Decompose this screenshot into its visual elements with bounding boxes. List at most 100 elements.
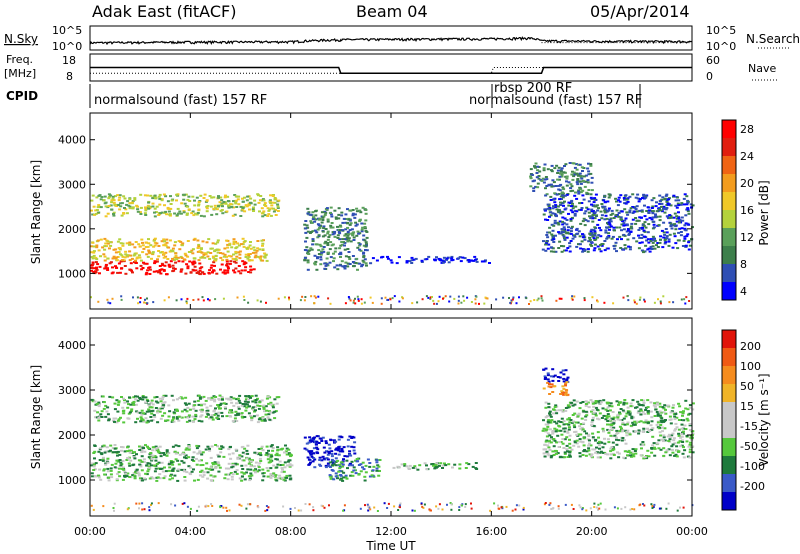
echo-cell [100, 416, 104, 418]
echo-cell [569, 419, 573, 421]
echo-cell [332, 463, 336, 466]
echo-cell [212, 410, 216, 413]
echo-cell [677, 434, 681, 437]
echo-cell [576, 434, 580, 437]
echo-cell [143, 212, 147, 215]
echo-cell [553, 206, 557, 208]
echo-cell [105, 446, 109, 449]
echo-cell [276, 449, 280, 452]
echo-cell [618, 235, 622, 238]
echo-cell [358, 209, 362, 212]
echo-cell [425, 468, 429, 471]
echo-cell [90, 251, 93, 254]
echo-cell [122, 421, 126, 424]
echo-cell [371, 257, 375, 260]
echo-cell [593, 197, 597, 200]
echo-cell [680, 423, 684, 426]
x-tick-label: 00:00 [74, 525, 106, 538]
noise-cell [593, 502, 596, 505]
echo-cell [306, 268, 310, 271]
echo-cell [584, 410, 588, 413]
echo-cell [659, 209, 663, 212]
echo-cell [351, 464, 354, 467]
echo-cell [467, 463, 471, 466]
echo-cell [211, 462, 215, 464]
echo-cell [216, 251, 220, 254]
echo-cell [269, 194, 273, 197]
echo-cell [444, 464, 448, 467]
echo-cell [687, 445, 691, 448]
noise-cell [495, 298, 498, 301]
echo-cell [345, 459, 349, 462]
echo-cell [346, 230, 350, 233]
noise-cell [137, 302, 140, 305]
echo-cell [646, 206, 650, 209]
echo-cell [620, 430, 624, 433]
echo-cell [423, 258, 427, 261]
echo-cell [109, 244, 113, 247]
echo-cell [220, 202, 224, 205]
noise-cell [219, 506, 222, 509]
echo-cell [554, 451, 557, 454]
echo-cell [604, 231, 608, 234]
echo-cell [651, 205, 655, 208]
colorbar-swatch [722, 246, 736, 265]
echo-cell [557, 193, 561, 195]
echo-cell [564, 391, 568, 394]
echo-cell [442, 259, 446, 262]
echo-cell [658, 410, 662, 413]
echo-cell [123, 450, 127, 453]
echo-cell [109, 194, 113, 197]
echo-cell [214, 462, 218, 465]
echo-cell [269, 476, 273, 479]
echo-cell [250, 416, 254, 419]
echo-cell [577, 445, 581, 448]
echo-cell [350, 437, 354, 439]
echo-cell [103, 259, 107, 262]
echo-cell [471, 465, 475, 468]
echo-cell [118, 248, 122, 251]
echo-cell [544, 194, 548, 197]
echo-cell [215, 208, 219, 211]
echo-cell [536, 186, 540, 189]
echo-cell [185, 263, 189, 266]
echo-cell [592, 405, 596, 408]
y-tick-label: 4000 [58, 339, 86, 352]
echo-cell [562, 235, 566, 238]
echo-cell [341, 221, 345, 224]
echo-cell [151, 202, 155, 205]
echo-cell [154, 467, 158, 470]
echo-cell [260, 399, 264, 402]
echo-cell [632, 455, 636, 458]
echo-cell [589, 196, 593, 199]
echo-cell [148, 268, 152, 271]
noise-cell [442, 297, 444, 300]
echo-cell [571, 178, 575, 181]
echo-cell [243, 269, 247, 272]
echo-cell [160, 198, 164, 201]
noise-cell [483, 302, 486, 305]
echo-cell [565, 184, 569, 187]
echo-cell [330, 244, 334, 247]
echo-cell [609, 425, 613, 428]
echo-cell [144, 417, 148, 420]
echo-cell [214, 242, 218, 245]
echo-cell [598, 226, 601, 229]
echo-cell [375, 461, 379, 464]
echo-cell [140, 455, 144, 458]
echo-cell [597, 436, 600, 439]
echo-cell [628, 413, 632, 416]
echo-cell [362, 255, 366, 257]
noise-cell [348, 297, 351, 300]
echo-cell [305, 224, 309, 227]
echo-cell [560, 250, 564, 253]
echo-cell [152, 245, 156, 248]
echo-cell [115, 421, 119, 424]
echo-cell [113, 447, 117, 450]
echo-cell [106, 413, 110, 416]
echo-cell [215, 272, 219, 275]
echo-cell [253, 256, 257, 259]
echo-cell [108, 195, 111, 198]
echo-cell [163, 466, 166, 469]
echo-cell [653, 447, 657, 450]
